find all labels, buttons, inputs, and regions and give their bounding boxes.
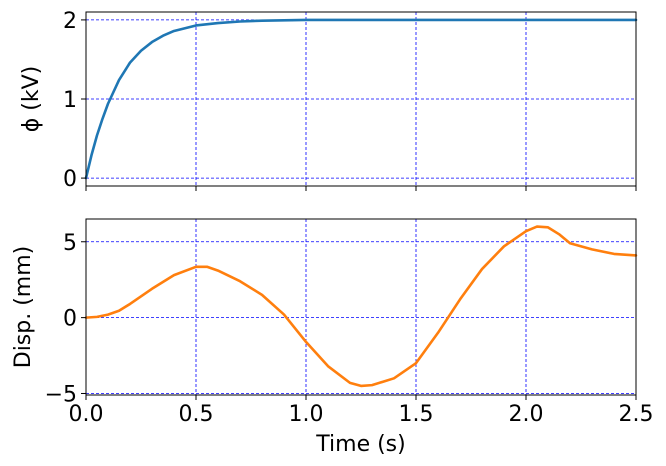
x-tick-label: 1.5: [399, 402, 434, 427]
y-axis-label: Disp. (mm): [11, 246, 36, 369]
axes-frame: [85, 218, 637, 396]
x-axis-label: Time (s): [315, 432, 405, 457]
y-axis-label: ϕ (kV): [19, 66, 44, 132]
x-tick-label: 2.0: [509, 402, 544, 427]
y-tick-label: 2: [63, 9, 77, 34]
x-tick-label: 1.0: [289, 402, 324, 427]
phi-panel: 0 1 2 ϕ (kV): [19, 9, 638, 192]
displacement-panel: 0.0 0.5 1.0 1.5 2.0 2.5 −5 0 5 Disp. (mm) Time (s): [11, 218, 654, 457]
x-tick-label: 0.0: [69, 402, 104, 427]
x-tick-label: 2.5: [619, 402, 654, 427]
y-tick-label: −5: [45, 382, 77, 407]
y-tick-label: 0: [63, 167, 77, 192]
series-line-1-0: [84, 225, 638, 388]
series-line-0-0: [84, 18, 638, 180]
y-tick-label: 1: [63, 88, 77, 113]
x-tick-label: 0.5: [179, 402, 214, 427]
y-tick-label: 5: [63, 231, 77, 256]
y-tick-label: 0: [63, 307, 77, 332]
